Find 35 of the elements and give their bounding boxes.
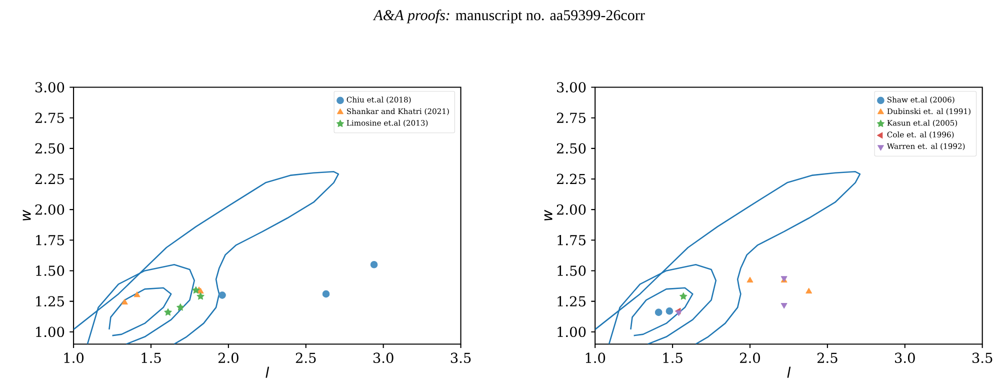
- x-tick-label: 3.0: [373, 352, 394, 363]
- x-axis-title: l: [266, 366, 270, 378]
- y-tick-label: 1.75: [558, 234, 586, 246]
- y-tick-label: 1.75: [36, 234, 64, 246]
- y-tick-label: 2.50: [556, 143, 586, 154]
- x-tick-label: 1.5: [663, 352, 682, 363]
- y-tick-label: 1.25: [558, 296, 586, 306]
- y-tick-label: 3.00: [557, 82, 586, 92]
- y-tick-label: 1.00: [558, 326, 586, 337]
- y-tick-label: 2.00: [556, 204, 586, 215]
- x-tick-label: 3.5: [972, 352, 992, 363]
- x-tick-label: 1.0: [64, 352, 84, 363]
- y-tick-label: 2.25: [556, 174, 586, 184]
- y-tick-label: 1.00: [36, 326, 64, 337]
- x-tick-label: 1.0: [586, 352, 606, 363]
- y-tick-label: 1.50: [36, 265, 64, 276]
- y-tick-label: 2.00: [35, 204, 64, 215]
- y-tick-label: 1.50: [558, 265, 586, 276]
- y-axis-title: w: [544, 210, 552, 220]
- text: A&A proofs: manuscript no. aa59399-26corr: [372, 9, 645, 24]
- y-tick-label: 2.25: [35, 174, 64, 184]
- x-tick-label: 3.5: [450, 352, 471, 363]
- x-tick-label: 1.5: [142, 352, 161, 363]
- x-tick-label: 2.5: [817, 352, 838, 363]
- x-tick-label: 3.0: [895, 352, 915, 363]
- x-tick-label: 2.5: [296, 352, 316, 363]
- y-tick-label: 3.00: [35, 82, 64, 92]
- x-tick-label: 2.0: [740, 352, 760, 363]
- x-tick-label: 2.0: [218, 352, 238, 363]
- y-tick-label: 2.75: [556, 112, 586, 123]
- y-axis-title: w: [22, 210, 31, 220]
- y-tick-label: 1.25: [36, 296, 64, 306]
- y-tick-label: 2.75: [35, 112, 64, 123]
- y-tick-label: 2.50: [35, 143, 64, 154]
- x-axis-title: l: [787, 366, 791, 378]
